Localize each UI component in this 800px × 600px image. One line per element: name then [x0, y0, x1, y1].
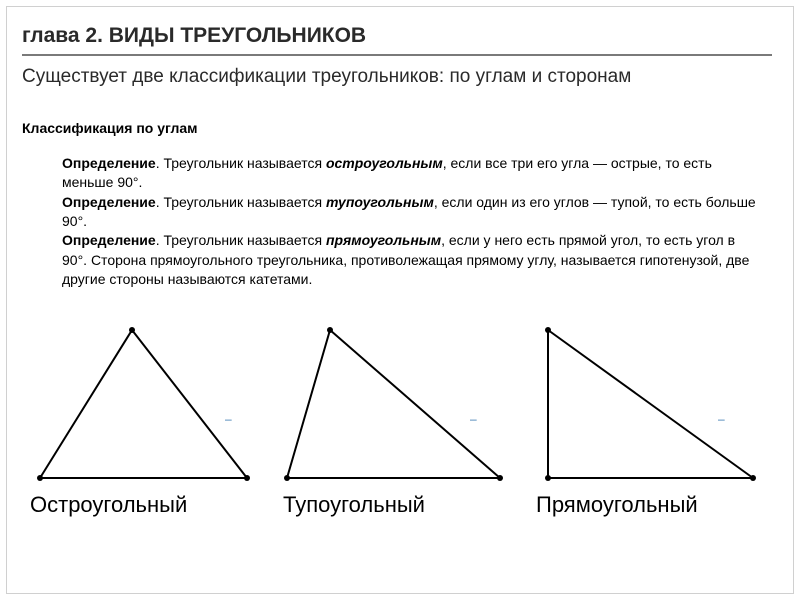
definition-line: Определение. Треугольник называется прям… [62, 231, 762, 289]
definition-label: Определение [62, 155, 156, 171]
triangle-label-acute: Остроугольный [22, 492, 187, 518]
definition-pre: . Треугольник называется [156, 232, 326, 248]
tick-mark-0: – [225, 412, 232, 426]
definition-term: прямоугольным [326, 232, 441, 248]
triangle-cell-acute: Остроугольный [22, 320, 272, 560]
definition-term: остроугольным [326, 155, 443, 171]
triangles-row: Остроугольный Тупоугольный Прямоугольный [22, 320, 778, 560]
chapter-underline [22, 54, 772, 56]
definition-pre: . Треугольник называется [156, 155, 326, 171]
subtitle-text: Существует две классификации треугольник… [22, 64, 762, 90]
triangle-cell-right: Прямоугольный [528, 320, 778, 560]
definition-line: Определение. Треугольник называется тупо… [62, 193, 762, 232]
definition-term: тупоугольным [326, 194, 434, 210]
triangle-label-right: Прямоугольный [528, 492, 698, 518]
definitions-block: Определение. Треугольник называется остр… [62, 154, 762, 289]
tick-mark-1: – [470, 412, 477, 426]
triangle-right [528, 320, 778, 490]
triangle-label-obtuse: Тупоугольный [275, 492, 425, 518]
tick-mark-2: – [718, 412, 725, 426]
triangle-cell-obtuse: Тупоугольный [275, 320, 525, 560]
triangle-obtuse [275, 320, 525, 490]
definition-line: Определение. Треугольник называется остр… [62, 154, 762, 193]
triangle-acute [22, 320, 272, 490]
classification-heading: Классификация по углам [22, 120, 198, 136]
chapter-title: глава 2. ВИДЫ ТРЕУГОЛЬНИКОВ [22, 24, 366, 48]
definition-pre: . Треугольник называется [156, 194, 326, 210]
definition-label: Определение [62, 194, 156, 210]
definition-label: Определение [62, 232, 156, 248]
